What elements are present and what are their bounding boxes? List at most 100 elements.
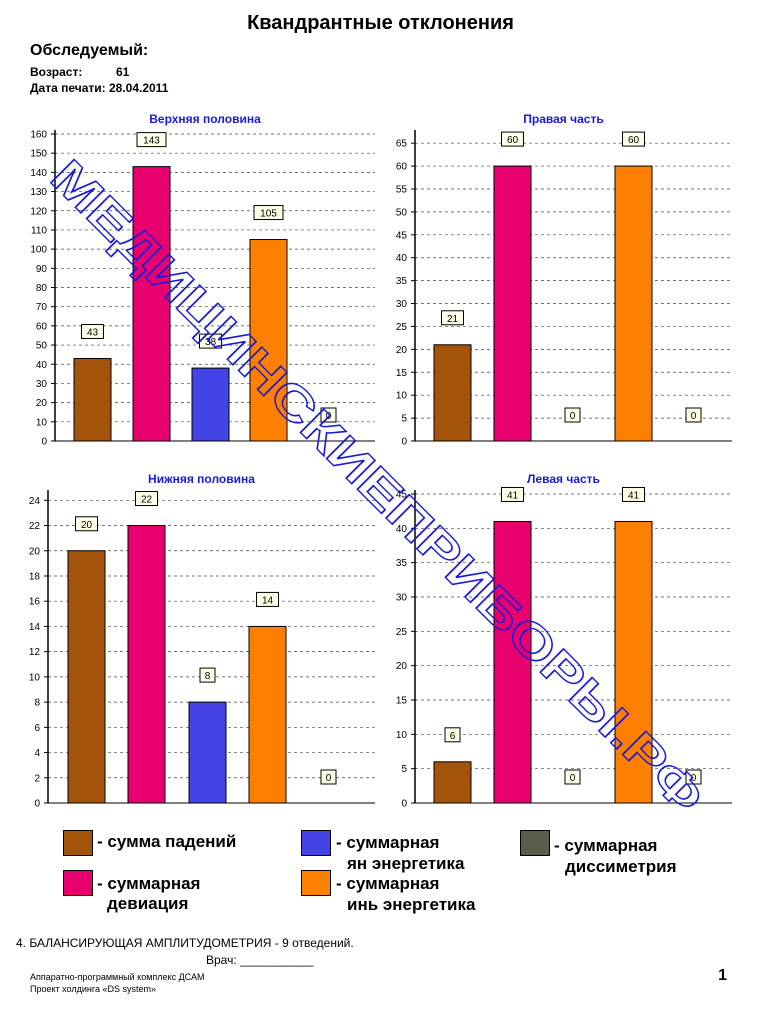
- y-tick-label: 10: [396, 391, 408, 402]
- data-label-box: [253, 205, 284, 221]
- data-label: 41: [507, 490, 519, 501]
- data-label-box: [256, 591, 279, 607]
- data-label: 60: [507, 135, 519, 146]
- y-tick-label: 60: [396, 162, 408, 173]
- bar: [433, 344, 472, 442]
- print-date-value: 28.04.2011: [108, 81, 169, 95]
- legend-label-2: девиация: [107, 894, 189, 913]
- data-label: 0: [326, 773, 332, 784]
- data-label-box: [441, 310, 464, 326]
- bar: [132, 166, 171, 442]
- bar: [433, 761, 472, 804]
- legend-label: - суммарная: [336, 874, 440, 893]
- chart-left-part: Левая часть 0 5 10 15 20 25 30 35 40 45 6 41 0 41 0: [380, 468, 761, 813]
- section-title: 4. БАЛАНСИРУЮЩАЯ АМПЛИТУДОМЕТРИЯ - 9 отв…: [16, 936, 354, 950]
- y-tick-label: 50: [36, 341, 48, 352]
- y-tick-label: 100: [30, 245, 47, 256]
- y-tick-label: 120: [30, 206, 47, 217]
- data-label-box: [622, 131, 645, 147]
- bar: [248, 625, 287, 804]
- y-tick-label: 24: [29, 496, 41, 507]
- data-label: 0: [570, 411, 576, 422]
- y-tick-label: 65: [396, 139, 408, 150]
- chart-svg: Верхняя половина 0 10 20 30 40 50 60 70 80 90 100 11…: [30, 112, 375, 448]
- legend-swatch: [63, 870, 93, 896]
- legend-label: - суммарная: [554, 836, 658, 855]
- y-tick-label: 160: [30, 130, 47, 141]
- bar: [614, 165, 653, 442]
- chart-title: Нижняя половина: [148, 472, 255, 486]
- y-tick-label: 140: [30, 168, 47, 179]
- chart-title: Левая часть: [527, 472, 600, 486]
- y-tick-label: 40: [396, 524, 408, 535]
- doctor-row: Врач: ___________: [206, 953, 313, 967]
- print-date-row: Дата печати: 28.04.2011: [30, 81, 168, 95]
- data-label-box: [136, 132, 167, 148]
- age-row: Возраст: 61: [30, 65, 129, 79]
- data-label: 0: [691, 773, 697, 784]
- data-label: 0: [570, 773, 576, 784]
- chart-lower-half: Нижняя половина 0 2 4 6 8 10 12 14 16 18 20 22 24 20 22…: [0, 468, 380, 813]
- data-label: 21: [447, 314, 459, 325]
- y-tick-label: 15: [396, 368, 408, 379]
- chart-svg: Нижняя половина0246810121416182022242022…: [29, 472, 375, 810]
- data-label-box: [622, 486, 645, 502]
- y-tick-label: 10: [36, 417, 48, 428]
- chart-title: Верхняя половина: [149, 112, 261, 126]
- data-label: 0: [691, 411, 697, 422]
- complex-name: Аппаратно-программный комплекс ДСАМ: [30, 972, 205, 982]
- data-label-box: [564, 769, 581, 785]
- legend-label-2: ян энергетика: [347, 854, 465, 873]
- data-label-box: [685, 407, 702, 423]
- y-tick-label: 20: [396, 345, 408, 356]
- y-tick-label: 15: [396, 696, 408, 707]
- data-label: 14: [262, 595, 274, 606]
- data-label-box: [135, 491, 158, 507]
- y-tick-label: 25: [396, 322, 408, 333]
- y-tick-label: 14: [29, 622, 41, 633]
- data-label: 41: [628, 490, 640, 501]
- y-tick-label: 18: [29, 571, 41, 582]
- y-tick-label: 20: [36, 398, 48, 409]
- y-tick-label: 30: [36, 379, 48, 390]
- legend-swatch: [63, 830, 93, 856]
- y-tick-label: 35: [396, 558, 408, 569]
- y-tick-label: 0: [401, 799, 407, 810]
- data-label-box: [444, 727, 461, 743]
- y-tick-label: 16: [29, 597, 41, 608]
- y-tick-label: 10: [396, 730, 408, 741]
- bar: [493, 165, 532, 442]
- y-tick-label: 30: [396, 593, 408, 604]
- bar: [614, 520, 653, 804]
- y-tick-label: 45: [396, 230, 408, 241]
- page-title: Квандрантные отклонения: [247, 12, 514, 34]
- y-tick-label: 2: [34, 773, 40, 784]
- y-tick-label: 22: [29, 521, 41, 532]
- data-label: 6: [450, 731, 456, 742]
- legend-label: - суммарная: [97, 874, 201, 893]
- legend-label-2: инь энергетика: [347, 895, 476, 914]
- y-tick-label: 40: [396, 253, 408, 264]
- y-tick-label: 45: [396, 490, 408, 501]
- age-label: Возраст:: [30, 65, 83, 79]
- y-tick-label: 110: [31, 225, 47, 236]
- data-label-box: [199, 667, 216, 683]
- y-tick-label: 50: [396, 207, 408, 218]
- y-tick-label: 5: [401, 414, 407, 425]
- y-tick-label: 0: [41, 437, 47, 448]
- y-tick-label: 80: [36, 283, 48, 294]
- y-tick-label: 25: [396, 627, 408, 638]
- y-tick-label: 4: [34, 748, 40, 759]
- data-label-box: [199, 333, 222, 349]
- bar: [493, 520, 532, 804]
- y-tick-label: 8: [34, 698, 40, 709]
- y-tick-label: 30: [396, 299, 408, 310]
- y-tick-label: 0: [401, 437, 407, 448]
- y-tick-label: 20: [396, 661, 408, 672]
- doctor-label: Врач:: [206, 953, 237, 967]
- y-tick-label: 5: [401, 764, 407, 775]
- legend-swatch: [301, 830, 331, 856]
- data-label-box: [501, 486, 524, 502]
- print-date-label: Дата печати:: [30, 81, 106, 95]
- project-name: Проект холдинга «DS system»: [30, 984, 156, 994]
